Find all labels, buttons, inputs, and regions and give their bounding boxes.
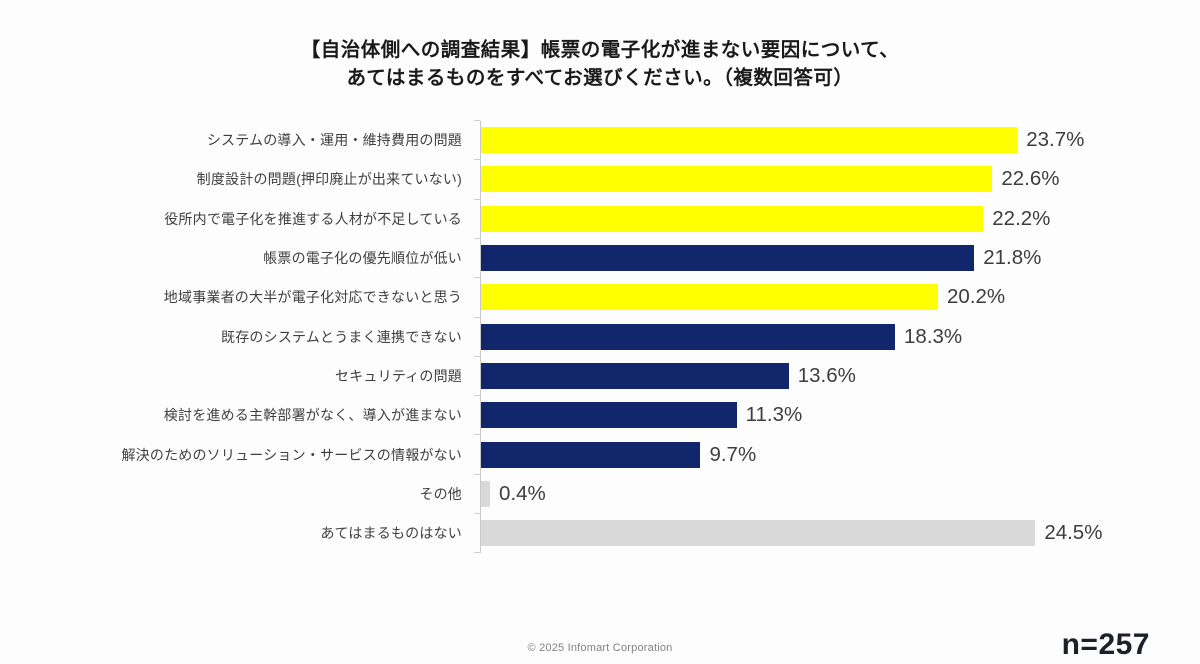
bar-track: 18.3% — [474, 317, 1200, 358]
bar-value-label: 21.8% — [983, 246, 1042, 270]
bar-row: 役所内で電子化を推進する人材が不足している 22.2% — [0, 199, 1200, 240]
copyright-text: © 2025 Infomart Corporation — [527, 642, 673, 654]
bar-track: 22.2% — [474, 199, 1200, 240]
bar-track: 13.6% — [474, 356, 1200, 397]
bar-rows: システムの導入・運用・維持費用の問題 23.7% 制度設計の問題(押印廃止が出来… — [0, 120, 1200, 554]
bar-track: 9.7% — [474, 434, 1200, 476]
bar-row: 解決のためのソリューション・サービスの情報がない 9.7% — [0, 434, 1200, 476]
chart-title-line2: あてはまるものをすべてお選びください。（複数回答可） — [346, 67, 854, 90]
bar — [481, 362, 789, 389]
bar-value-label: 13.6% — [797, 363, 856, 387]
bar-track: 21.8% — [474, 238, 1200, 279]
chart-title-line1: 【自治体側への調査結果】帳票の電子化が進まない要因について、 — [300, 39, 900, 61]
bar-value-label: 20.2% — [947, 285, 1006, 309]
bar-row: あてはまるものはない 24.5% — [0, 513, 1200, 554]
bar-track: 0.4% — [474, 474, 1200, 515]
bar — [481, 323, 896, 350]
bar-track: 24.5% — [474, 513, 1200, 554]
bar-value-label: 24.5% — [1044, 521, 1103, 545]
bar-row: 帳票の電子化の優先順位が低い 21.8% — [0, 238, 1200, 279]
bar-category-label: システムの導入・運用・維持費用の問題 — [206, 132, 462, 149]
bar-category-label: セキュリティの問題 — [335, 367, 462, 384]
bar-category-label: その他 — [419, 485, 462, 502]
bar — [481, 441, 701, 468]
bar-value-label: 9.7% — [709, 442, 757, 466]
horizontal-bar-chart: システムの導入・運用・維持費用の問題 23.7% 制度設計の問題(押印廃止が出来… — [0, 120, 1200, 554]
bar-category-label: 地域事業者の大半が電子化対応できないと思う — [163, 289, 462, 306]
bar — [481, 520, 1036, 547]
bar-value-label: 22.2% — [992, 206, 1051, 230]
bar-category-label: 既存のシステムとうまく連携できない — [221, 328, 462, 345]
bar-row: セキュリティの問題 13.6% — [0, 356, 1200, 397]
bar-value-label: 23.7% — [1026, 128, 1085, 152]
bar-track: 22.6% — [474, 159, 1200, 200]
bar-value-label: 11.3% — [745, 403, 803, 427]
bar — [481, 284, 939, 311]
bar-category-label: 解決のためのソリューション・サービスの情報がない — [121, 446, 462, 463]
bar-row: 制度設計の問題(押印廃止が出来ていない) 22.6% — [0, 159, 1200, 200]
sample-size-label: n=257 — [1061, 628, 1150, 661]
bar — [481, 402, 737, 429]
bar-track: 23.7% — [474, 120, 1200, 161]
bar-row: システムの導入・運用・維持費用の問題 23.7% — [0, 120, 1200, 161]
bar-category-label: 帳票の電子化の優先順位が低い — [263, 250, 462, 267]
bar-row: 地域事業者の大半が電子化対応できないと思う 20.2% — [0, 277, 1200, 318]
bar-row: 既存のシステムとうまく連携できない 18.3% — [0, 317, 1200, 358]
bar-category-label: あてはまるものはない — [320, 525, 462, 542]
bar — [481, 480, 491, 507]
bar — [481, 166, 993, 193]
bar-value-label: 0.4% — [499, 481, 546, 505]
bar-category-label: 役所内で電子化を推進する人材が不足している — [164, 210, 462, 227]
bar-category-label: 検討を進める主幹部署がなく、導入が進まない — [163, 407, 462, 424]
chart-title: 【自治体側への調査結果】帳票の電子化が進まない要因について、 あてはまるものをす… — [0, 36, 1200, 93]
bar — [481, 245, 975, 272]
bar-track: 20.2% — [474, 277, 1200, 318]
bar-value-label: 22.6% — [1001, 167, 1060, 191]
bar-row: 検討を進める主幹部署がなく、導入が進まない 11.3% — [0, 395, 1200, 436]
survey-slide: 【自治体側への調査結果】帳票の電子化が進まない要因について、 あてはまるものをす… — [0, 36, 1200, 664]
bar-category-label: 制度設計の問題(押印廃止が出来ていない) — [196, 171, 462, 188]
bar — [481, 127, 1018, 154]
bar-row: その他 0.4% — [0, 474, 1200, 515]
bar-value-label: 18.3% — [904, 324, 963, 348]
bar-track: 11.3% — [474, 395, 1200, 436]
bar — [481, 205, 984, 232]
